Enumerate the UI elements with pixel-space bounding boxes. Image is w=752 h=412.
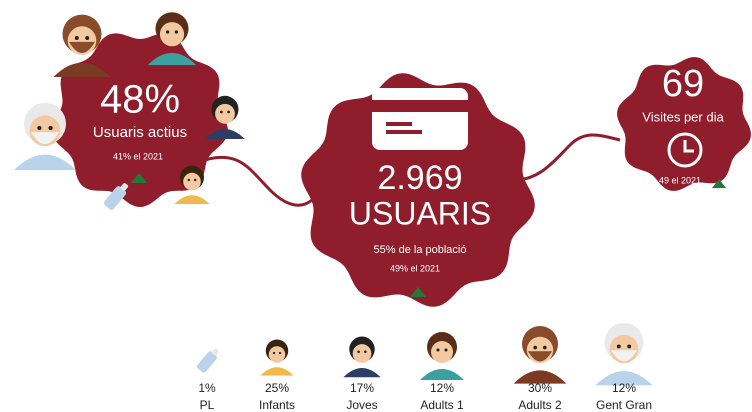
eye [75,36,79,40]
group-name: Adults 1 [420,398,464,412]
eye [85,36,89,40]
shirt [14,155,76,170]
group: 30% Adults 2 [514,326,567,412]
group-percent: 30% [528,381,552,395]
card-icon [372,88,468,150]
eye [543,346,547,350]
face [431,341,453,363]
group-percent: 12% [430,381,454,395]
active-value: 48% [100,78,180,122]
eye [37,126,41,130]
group: 12% Gent Gran [595,323,652,412]
group-percent: 25% [265,381,289,395]
active-previous: 41% el 2021 [113,151,163,161]
group: 25% Infants [259,340,295,412]
group: 1% PL [196,348,220,412]
eye [627,344,631,348]
shirt [261,367,294,375]
group-name: Gent Gran [596,398,652,412]
shirt [174,195,209,204]
face [183,173,201,191]
face [269,346,286,363]
users-share: 55% de la població [374,244,467,256]
connector [515,135,620,180]
group-name: PL [200,398,215,412]
face [353,344,372,363]
users-value: 2.969 [377,159,462,197]
eye [227,111,230,114]
face [160,22,184,46]
eye [220,111,223,114]
eye [364,351,367,354]
users-label: USUARIS [349,195,491,231]
eye [175,30,178,33]
eye [188,179,190,181]
eye [357,351,360,354]
group: 17% Joves [343,337,380,412]
eye [194,179,196,181]
group-percent: 1% [198,381,216,395]
eye [166,30,169,33]
visits-label: Visites per dia [642,109,724,124]
visits-previous: 49 el 2021 [659,175,701,185]
eye [617,344,621,348]
eye [273,352,275,354]
eye [445,349,448,352]
eye [279,352,281,354]
group-name: Joves [346,398,377,412]
eye [533,346,537,350]
users-previous: 49% el 2021 [390,263,440,273]
connector [205,157,312,205]
group-name: Adults 2 [518,398,562,412]
eye [437,349,440,352]
active-label: Usuaris actius [93,124,187,141]
shirt [420,369,464,380]
visits-value: 69 [662,63,704,105]
group: 12% Adults 1 [420,332,464,412]
eye [49,126,53,130]
shirt [343,368,380,377]
face [215,104,235,124]
group-percent: 12% [612,381,636,395]
group-name: Infants [259,398,295,412]
infographic: 48% Usuaris actius 41% el 2021 2.969 USU… [0,0,752,412]
group-percent: 17% [350,381,374,395]
